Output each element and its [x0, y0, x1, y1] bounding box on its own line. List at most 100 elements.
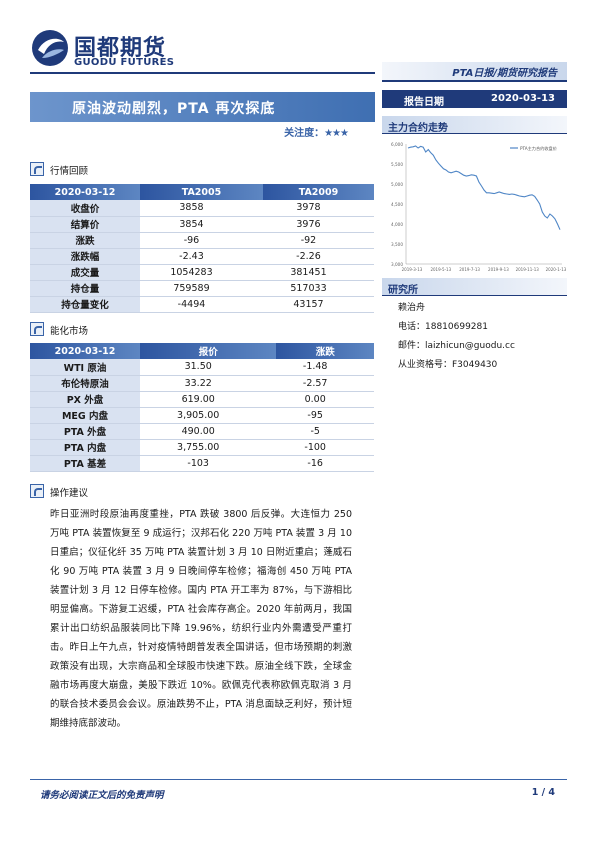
table-row: PTA 外盘 490.00 -5 [30, 423, 374, 440]
y-tick-label: 4,000 [391, 222, 403, 227]
legend-label: PTA主力合约收盘价 [520, 145, 558, 152]
table-row: 涨跌 -96 -92 [30, 232, 374, 249]
trend-heading-band: 主力合约走势 [382, 116, 567, 134]
row-value-b: 3976 [262, 216, 374, 233]
row-value-b: -100 [276, 439, 374, 456]
row-label: 涨跌 [30, 232, 140, 249]
attention-rating: 关注度：★★★ [284, 124, 349, 139]
y-tick-label: 3,000 [391, 262, 403, 267]
row-value-a: 3854 [140, 216, 263, 233]
row-value-b: 517033 [262, 280, 374, 297]
x-tick-label: 2019-9-13 [488, 267, 509, 272]
institute-heading-band: 研究所 [382, 278, 567, 296]
row-label: PX 外盘 [30, 391, 140, 408]
row-value-b: 0.00 [276, 391, 374, 408]
market-table: 2020-03-12 TA2005 TA2009 收盘价 3858 3978 结算价 3… [30, 184, 374, 313]
row-label: 持仓量变化 [30, 296, 140, 313]
analyst-phone: 电话：18810699281 [398, 322, 488, 332]
row-value-b: -5 [276, 423, 374, 440]
brand-name-cn: 国都期货 [74, 36, 167, 61]
section-bullet-icon [30, 162, 44, 176]
trend-chart: 6,000 5,500 5,000 4,500 4,000 3,500 3,000 2019-… [382, 136, 567, 274]
row-value-a: 759589 [140, 280, 263, 297]
row-value-b: 3978 [262, 200, 374, 217]
market-table-col-ta2009: TA2009 [262, 184, 374, 200]
market-table-col-date: 2020-03-12 [30, 184, 140, 200]
row-label: 收盘价 [30, 200, 140, 217]
row-value-b: -92 [262, 232, 374, 249]
table-row: PX 外盘 619.00 0.00 [30, 391, 374, 408]
row-value-b: -2.26 [262, 248, 374, 265]
y-tick-label: 5,000 [391, 182, 403, 187]
advice-paragraph: 昨日亚洲时段原油再度重挫，PTA 跌破 3800 后反弹。大连恒力 250 万吨… [50, 509, 352, 729]
section-review-label: 行情回顾 [50, 166, 89, 177]
x-tick-label: 2019-3-13 [402, 267, 423, 272]
row-label: MEG 内盘 [30, 407, 140, 424]
report-date-label: 报告日期 [404, 97, 444, 108]
row-value-a: -103 [140, 455, 277, 472]
header-rule [30, 72, 375, 74]
row-value-a: -4494 [140, 296, 263, 313]
trend-chart-svg: 6,0005,5005,0004,5004,0003,5003,0002019-… [391, 142, 567, 272]
table-row: 收盘价 3858 3978 [30, 200, 374, 217]
guodu-logo-icon [32, 30, 68, 66]
table-row: PTA 内盘 3,755.00 -100 [30, 439, 374, 456]
section-energy-label: 能化市场 [50, 326, 89, 337]
report-type-band: PTA日报/期货研究报告 [382, 62, 567, 82]
report-date-value: 2020-03-13 [491, 93, 555, 104]
trend-heading: 主力合约走势 [388, 123, 448, 134]
analyst-license: 从业资格号：F3049430 [398, 360, 498, 370]
table-row: 布伦特原油 33.22 -2.57 [30, 375, 374, 392]
report-title: 原油波动剧烈，PTA 再次探底 [72, 101, 276, 117]
footer-disclaimer[interactable]: 请务必阅读正文后的免责声明 [40, 790, 164, 801]
market-table-col-ta2005: TA2005 [140, 184, 263, 200]
row-value-b: 381451 [262, 264, 374, 281]
company-logo: 国都期货 GUODU FUTURES [30, 28, 180, 72]
row-value-b: -2.57 [276, 375, 374, 392]
energy-table-col-change: 涨跌 [276, 343, 374, 359]
row-value-a: 3,755.00 [140, 439, 277, 456]
attention-label: 关注度： [284, 128, 325, 139]
row-value-a: 619.00 [140, 391, 277, 408]
row-label: PTA 基差 [30, 455, 140, 472]
row-value-a: 33.22 [140, 375, 277, 392]
x-tick-label: 2020-1-13 [546, 267, 567, 272]
row-value-b: -16 [276, 455, 374, 472]
row-label: 结算价 [30, 216, 140, 233]
row-value-a: -2.43 [140, 248, 263, 265]
market-table-header: 2020-03-12 TA2005 TA2009 [30, 184, 374, 200]
analyst-email[interactable]: 邮件：laizhicun@guodu.cc [398, 341, 515, 351]
brand-name-en: GUODU FUTURES [74, 57, 175, 68]
section-bullet-icon [30, 484, 44, 498]
analyst-name: 赖治舟 [398, 303, 426, 313]
page-number: 1 / 4 [531, 787, 555, 798]
row-value-a: 1054283 [140, 264, 263, 281]
table-row: MEG 内盘 3,905.00 -95 [30, 407, 374, 424]
row-value-a: 3858 [140, 200, 263, 217]
table-row: 持仓量变化 -4494 43157 [30, 296, 374, 313]
x-tick-label: 2019-5-13 [430, 267, 451, 272]
energy-table-col-price: 报价 [140, 343, 277, 359]
row-value-a: 3,905.00 [140, 407, 277, 424]
table-row: 持仓量 759589 517033 [30, 280, 374, 297]
row-value-a: 490.00 [140, 423, 277, 440]
row-value-a: -96 [140, 232, 263, 249]
attention-stars: ★★★ [324, 128, 349, 139]
energy-table-col-date: 2020-03-12 [30, 343, 140, 359]
footer-rule [30, 779, 567, 780]
row-label: 涨跌幅 [30, 248, 140, 265]
y-tick-label: 5,500 [391, 162, 403, 167]
section-bullet-icon [30, 322, 44, 336]
row-label: WTI 原油 [30, 359, 140, 376]
x-tick-label: 2019-7-13 [459, 267, 480, 272]
row-value-b: -1.48 [276, 359, 374, 376]
title-band: 原油波动剧烈，PTA 再次探底 [30, 92, 375, 122]
report-type: PTA日报/期货研究报告 [452, 68, 557, 79]
table-row: WTI 原油 31.50 -1.48 [30, 359, 374, 376]
row-value-b: -95 [276, 407, 374, 424]
row-label: 布伦特原油 [30, 375, 140, 392]
row-label: PTA 外盘 [30, 423, 140, 440]
table-row: 成交量 1054283 381451 [30, 264, 374, 281]
row-value-a: 31.50 [140, 359, 277, 376]
series-line-pta [407, 145, 561, 230]
